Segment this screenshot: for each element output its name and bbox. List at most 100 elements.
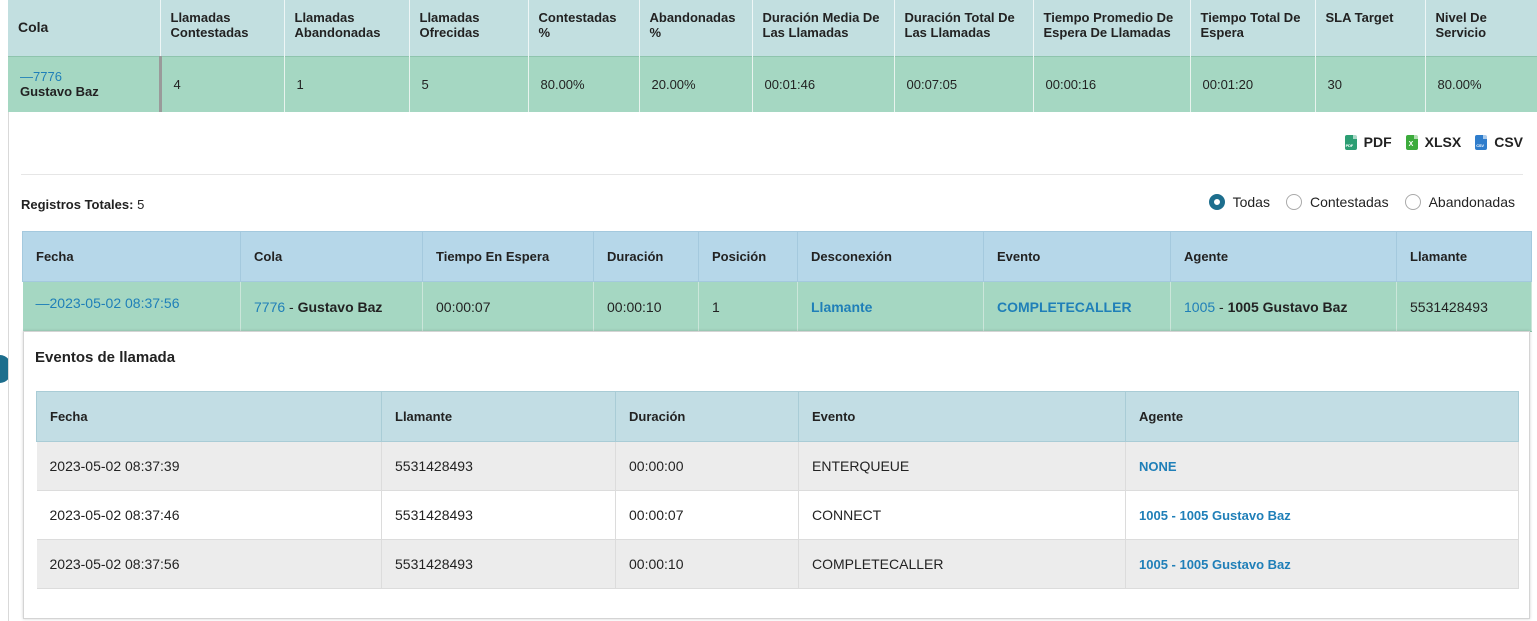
calls-agente-separator: - xyxy=(1215,298,1228,315)
calls-fecha-cell: —2023-05-02 08:37:56 xyxy=(22,281,241,332)
event-fecha: 2023-05-02 08:37:56 xyxy=(36,539,382,589)
events-header-llamante[interactable]: Llamante xyxy=(381,391,616,442)
event-fecha: 2023-05-02 08:37:46 xyxy=(36,490,382,540)
event-llamante: 5531428493 xyxy=(381,490,616,540)
summary-header-espera-total[interactable]: Tiempo Total De Espera xyxy=(1190,0,1316,56)
calls-desconexion-link[interactable]: Llamante xyxy=(811,298,873,315)
filter-todas-label: Todas xyxy=(1232,194,1270,210)
calls-cola-separator: - xyxy=(285,298,298,315)
pdf-file-icon: PDF xyxy=(1344,134,1357,150)
calls-row[interactable]: —2023-05-02 08:37:56 7776 - Gustavo Baz … xyxy=(22,281,1532,332)
summary-contestadas-pct: 80.00% xyxy=(528,55,640,112)
event-agente-link[interactable]: 1005 - 1005 Gustavo Baz xyxy=(1125,490,1519,540)
filter-todas[interactable]: Todas xyxy=(1208,194,1270,210)
events-header-duracion[interactable]: Duración xyxy=(615,391,799,442)
xlsx-file-icon: X xyxy=(1405,134,1418,150)
summary-header-contestadas[interactable]: Llamadas Contestadas xyxy=(160,0,285,56)
filter-abandonadas[interactable]: Abandonadas xyxy=(1404,194,1515,210)
filter-contestadas[interactable]: Contestadas xyxy=(1285,194,1389,210)
calls-desconexion-cell: Llamante xyxy=(797,281,984,332)
summary-header-ofrecidas[interactable]: Llamadas Ofrecidas xyxy=(409,0,529,56)
summary-header-duracion-media[interactable]: Duración Media De Las Llamadas xyxy=(752,0,895,56)
summary-duracion-media: 00:01:46 xyxy=(752,55,895,112)
radio-unselected-icon[interactable] xyxy=(1404,194,1421,210)
export-csv-button[interactable]: CSV CSV xyxy=(1475,134,1523,150)
summary-header-sla-target[interactable]: SLA Target xyxy=(1315,0,1426,56)
calls-header-duracion[interactable]: Duración xyxy=(593,231,699,282)
summary-abandonadas: 1 xyxy=(284,55,410,112)
event-evento: COMPLETECALLER xyxy=(798,539,1126,589)
summary-duracion-total: 00:07:05 xyxy=(894,55,1034,112)
collapse-symbol: — xyxy=(20,69,33,85)
filter-abandonadas-label: Abandonadas xyxy=(1428,194,1515,210)
calls-cola-name: Gustavo Baz xyxy=(297,298,383,315)
calls-fecha: 2023-05-02 08:37:56 xyxy=(49,295,180,311)
export-pdf-button[interactable]: PDF PDF xyxy=(1344,134,1392,150)
event-duracion: 00:00:10 xyxy=(615,539,799,589)
calls-header-desconexion[interactable]: Desconexión xyxy=(797,231,984,282)
summary-espera-promedio: 00:00:16 xyxy=(1033,55,1191,112)
summary-header-cola[interactable]: Cola xyxy=(8,0,161,56)
calls-header-posicion[interactable]: Posición xyxy=(698,231,798,282)
calls-header-tiempo-espera[interactable]: Tiempo En Espera xyxy=(422,231,594,282)
export-csv-label: CSV xyxy=(1494,134,1523,150)
summary-header-abandonadas-pct[interactable]: Abandonadas % xyxy=(639,0,753,56)
event-fecha: 2023-05-02 08:37:39 xyxy=(36,441,382,491)
summary-sla-target: 30 xyxy=(1315,55,1426,112)
calls-duracion: 00:00:10 xyxy=(593,281,699,332)
event-llamante: 5531428493 xyxy=(381,441,616,491)
calls-header-evento[interactable]: Evento xyxy=(983,231,1171,282)
event-agente-link[interactable]: 1005 - 1005 Gustavo Baz xyxy=(1125,539,1519,589)
summary-nivel-servicio: 80.00% xyxy=(1425,55,1537,112)
calls-header-fecha[interactable]: Fecha xyxy=(22,231,241,282)
total-records-label: Registros Totales: xyxy=(21,197,134,212)
detail-panel: PDF PDF X XLSX CSV CSV Registros Totales… xyxy=(8,112,1537,621)
summary-header-row: Cola Llamadas Contestadas Llamadas Aband… xyxy=(8,0,1537,56)
radio-unselected-icon[interactable] xyxy=(1285,194,1302,210)
total-records-value: 5 xyxy=(137,197,145,212)
radio-selected-icon[interactable] xyxy=(1208,194,1225,210)
call-events-title: Eventos de llamada xyxy=(35,349,176,366)
calls-tiempo-espera: 00:00:07 xyxy=(422,281,594,332)
events-header-fecha[interactable]: Fecha xyxy=(36,391,382,442)
calls-collapse-toggle[interactable]: —2023-05-02 08:37:56 xyxy=(36,295,180,311)
call-events-panel: Eventos de llamada Fecha Llamante Duraci… xyxy=(23,331,1530,619)
calls-posicion: 1 xyxy=(698,281,798,332)
calls-header-agente[interactable]: Agente xyxy=(1170,231,1397,282)
calls-evento-link[interactable]: COMPLETECALLER xyxy=(997,298,1132,315)
queue-number-link[interactable]: 7776 xyxy=(33,69,62,85)
events-header-agente[interactable]: Agente xyxy=(1125,391,1519,442)
total-records: Registros Totales: 5 xyxy=(21,197,144,212)
calls-cola-link[interactable]: 7776 xyxy=(254,298,286,315)
events-header-evento[interactable]: Evento xyxy=(798,391,1126,442)
event-row: 2023-05-02 08:37:56 5531428493 00:00:10 … xyxy=(36,539,1519,589)
event-evento: CONNECT xyxy=(798,490,1126,540)
divider xyxy=(21,174,1523,175)
calls-llamante: 5531428493 xyxy=(1396,281,1532,332)
calls-header-cola[interactable]: Cola xyxy=(240,231,423,282)
event-llamante: 5531428493 xyxy=(381,539,616,589)
summary-header-contestadas-pct[interactable]: Contestadas % xyxy=(528,0,640,56)
calls-evento-cell: COMPLETECALLER xyxy=(983,281,1171,332)
call-filter-radio-group: Todas Contestadas Abandonadas xyxy=(1208,194,1515,210)
summary-row[interactable]: —7776 Gustavo Baz 4 1 5 80.00% 20.00% 00… xyxy=(8,55,1537,112)
summary-header-duracion-total[interactable]: Duración Total De Las Llamadas xyxy=(894,0,1034,56)
calls-agente-link[interactable]: 1005 xyxy=(1184,298,1216,315)
calls-cola-cell: 7776 - Gustavo Baz xyxy=(240,281,423,332)
queue-summary-table: Cola Llamadas Contestadas Llamadas Aband… xyxy=(8,0,1537,112)
summary-header-nivel-servicio[interactable]: Nivel De Servicio xyxy=(1425,0,1537,56)
export-xlsx-button[interactable]: X XLSX xyxy=(1405,134,1462,150)
queue-name: Gustavo Baz xyxy=(20,84,99,100)
call-events-table: Fecha Llamante Duración Evento Agente 20… xyxy=(36,391,1519,589)
collapse-symbol: — xyxy=(35,295,50,311)
calls-header-llamante[interactable]: Llamante xyxy=(1396,231,1532,282)
calls-agente-cell: 1005 - 1005 Gustavo Baz xyxy=(1170,281,1397,332)
event-duracion: 00:00:00 xyxy=(615,441,799,491)
filter-contestadas-label: Contestadas xyxy=(1309,194,1389,210)
export-toolbar: PDF PDF X XLSX CSV CSV xyxy=(1344,134,1523,150)
export-xlsx-label: XLSX xyxy=(1424,134,1462,150)
summary-header-abandonadas[interactable]: Llamadas Abandonadas xyxy=(284,0,410,56)
event-agente-link[interactable]: NONE xyxy=(1125,441,1519,491)
collapse-toggle[interactable]: —7776 xyxy=(20,69,62,84)
summary-header-espera-promedio[interactable]: Tiempo Promedio De Espera De Llamadas xyxy=(1033,0,1191,56)
